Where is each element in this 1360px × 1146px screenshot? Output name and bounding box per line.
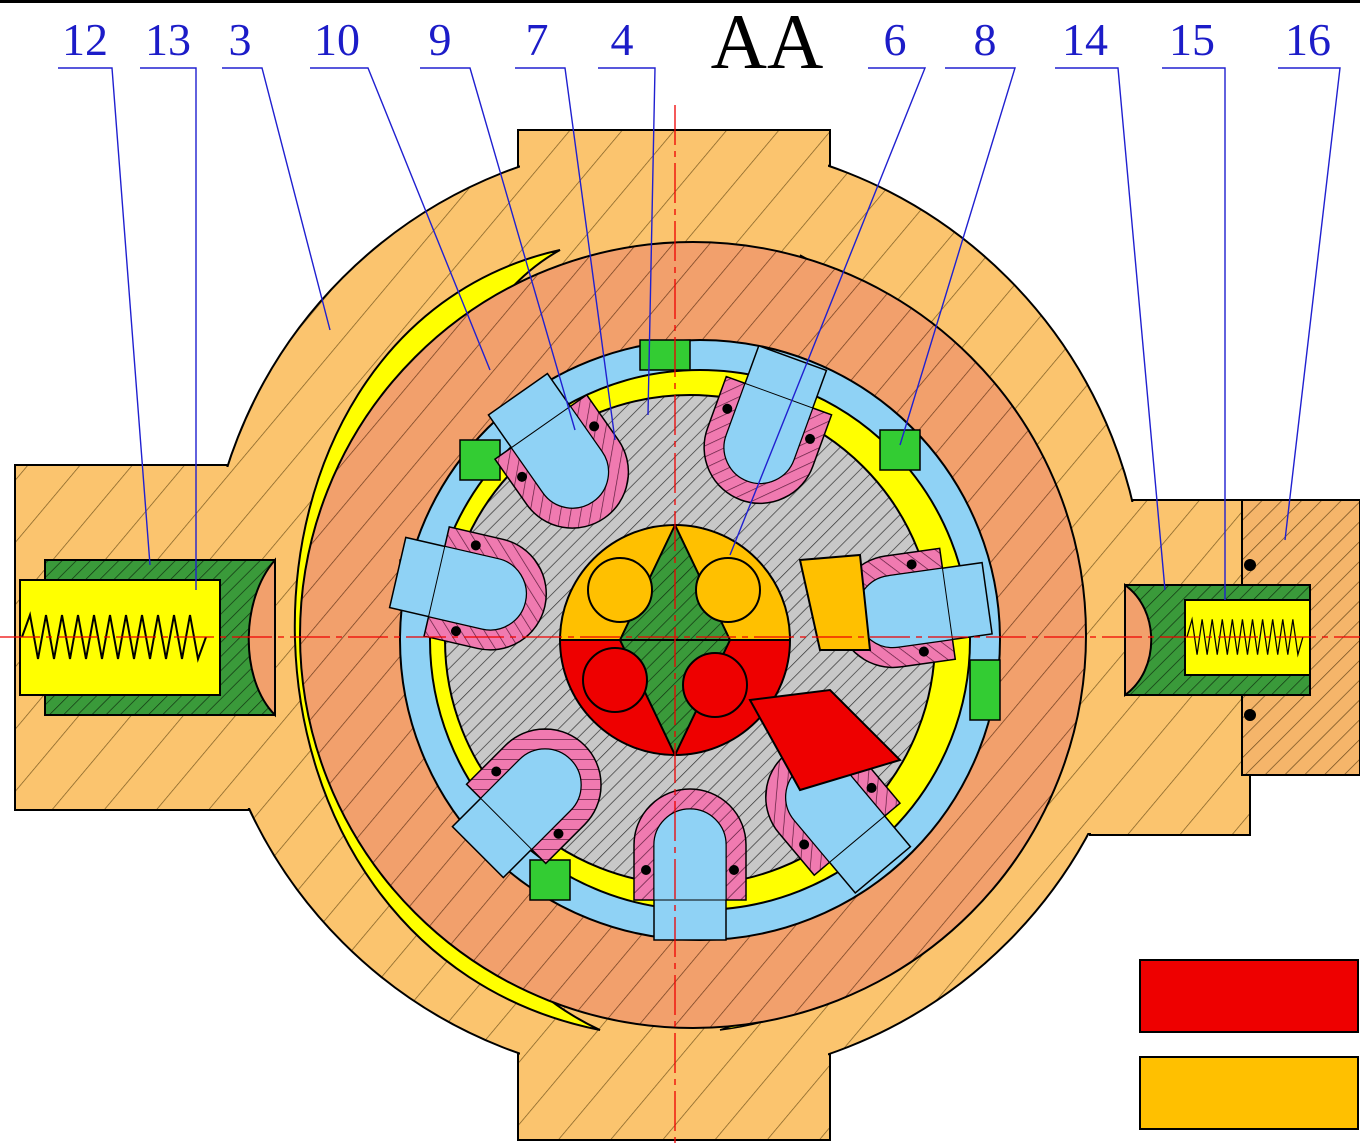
leader	[222, 68, 330, 330]
callout-label: 12	[62, 14, 108, 65]
callout-label: 6	[884, 14, 907, 65]
callout-label: 16	[1285, 14, 1331, 65]
callout-label: 15	[1169, 14, 1215, 65]
callout-label: 14	[1062, 14, 1108, 65]
return-swatch	[1140, 1057, 1358, 1129]
section-title: AA	[711, 0, 824, 85]
pressure-swatch	[1140, 960, 1358, 1032]
leader	[1278, 68, 1340, 540]
callout-label: 10	[314, 14, 360, 65]
callout-label: 13	[145, 14, 191, 65]
diagram: AA 12 13 3 10 9 7 4 6 8 14 15 16	[0, 0, 1360, 1146]
callout-label: 4	[611, 14, 634, 65]
callout-label: 3	[229, 14, 252, 65]
callout-label: 7	[526, 14, 549, 65]
callout-label: 8	[974, 14, 997, 65]
callout-label: 9	[429, 14, 452, 65]
